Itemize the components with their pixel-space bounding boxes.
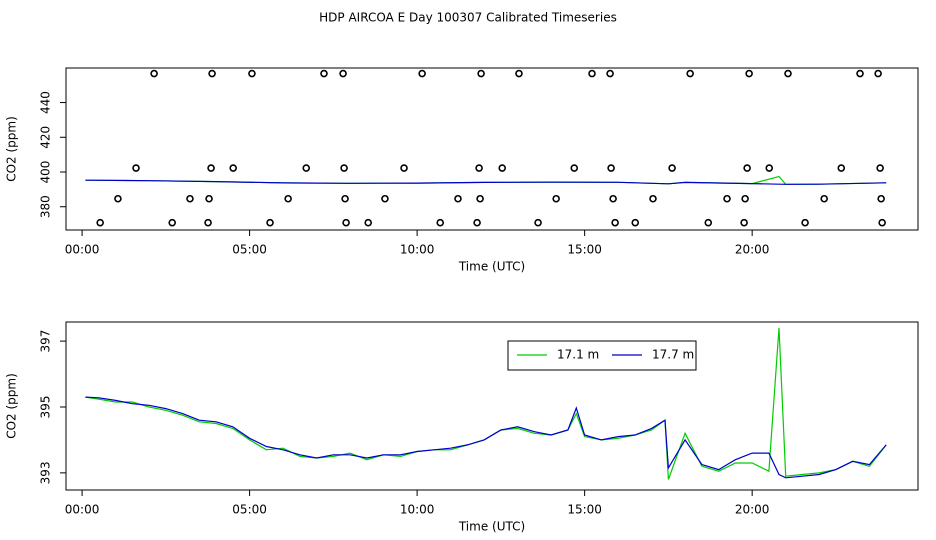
x-tick-label: 10:00 [400,243,435,257]
point [740,218,748,227]
point [475,164,483,172]
y-tick-label: 400 [39,161,53,184]
point [364,218,373,227]
point [208,69,216,78]
point [765,164,774,172]
point [168,218,177,227]
line [85,396,887,479]
point [801,218,809,227]
point [381,194,389,203]
point [607,164,615,172]
x-tick-label: 20:00 [735,243,770,257]
x-axis-label: Time (UTC) [458,520,525,534]
point [498,164,507,172]
line [85,327,887,480]
point [339,69,347,78]
point [668,164,676,172]
point [342,218,350,227]
point [606,69,614,78]
point [609,194,617,203]
point [588,69,596,78]
point [341,194,349,203]
y-tick-label: 440 [39,91,53,114]
point [418,69,426,78]
point [132,164,140,172]
point [611,218,619,227]
point [856,69,864,78]
point [745,69,753,78]
chart-title: HDP AIRCOA E Day 100307 Calibrated Times… [319,11,617,25]
y-tick-label: 395 [39,396,53,419]
point [204,218,212,227]
point [743,164,751,172]
point [266,218,274,227]
point [876,164,884,172]
point [186,194,194,203]
y-tick-label: 397 [39,330,53,353]
x-tick-label: 05:00 [232,243,267,257]
y-tick-label: 393 [39,461,53,484]
point [878,218,886,227]
point [114,194,122,203]
point [723,194,731,203]
x-tick-label: 05:00 [232,503,267,517]
point [649,194,657,203]
x-tick-label: 00:00 [65,243,100,257]
point [686,69,694,78]
legend-label: 17.7 m [652,348,694,362]
point [820,194,828,203]
point [150,69,158,78]
point [704,218,713,227]
point [877,194,885,203]
point [320,69,328,78]
point [631,218,640,227]
point [534,218,542,227]
x-tick-label: 00:00 [65,503,100,517]
point [302,164,311,172]
legend-label: 17.1 m [557,348,599,362]
point [340,164,348,172]
point [741,194,749,203]
point [207,164,215,172]
y-tick-label: 380 [39,195,53,218]
plot-box [65,321,919,491]
x-tick-label: 10:00 [400,503,435,517]
x-axis-label: Time (UTC) [458,260,525,274]
point [515,69,523,78]
point [205,194,213,203]
point [837,164,846,172]
point [473,218,481,227]
x-tick-label: 15:00 [567,503,602,517]
point [436,218,445,227]
point [476,194,484,203]
point [784,69,792,78]
point [570,164,579,172]
point [454,194,462,203]
y-tick-label: 420 [39,126,53,149]
plot-box [65,67,919,231]
line [85,175,887,185]
point [874,69,882,78]
y-axis-label: CO2 (ppm) [5,116,19,182]
point [477,69,485,78]
point [229,164,237,172]
x-tick-label: 15:00 [567,243,602,257]
point [400,164,408,172]
x-tick-label: 20:00 [735,503,770,517]
point [96,218,104,227]
y-axis-label: CO2 (ppm) [5,373,19,439]
point [552,194,560,203]
line [85,179,887,185]
point [248,69,256,78]
point [284,194,292,203]
